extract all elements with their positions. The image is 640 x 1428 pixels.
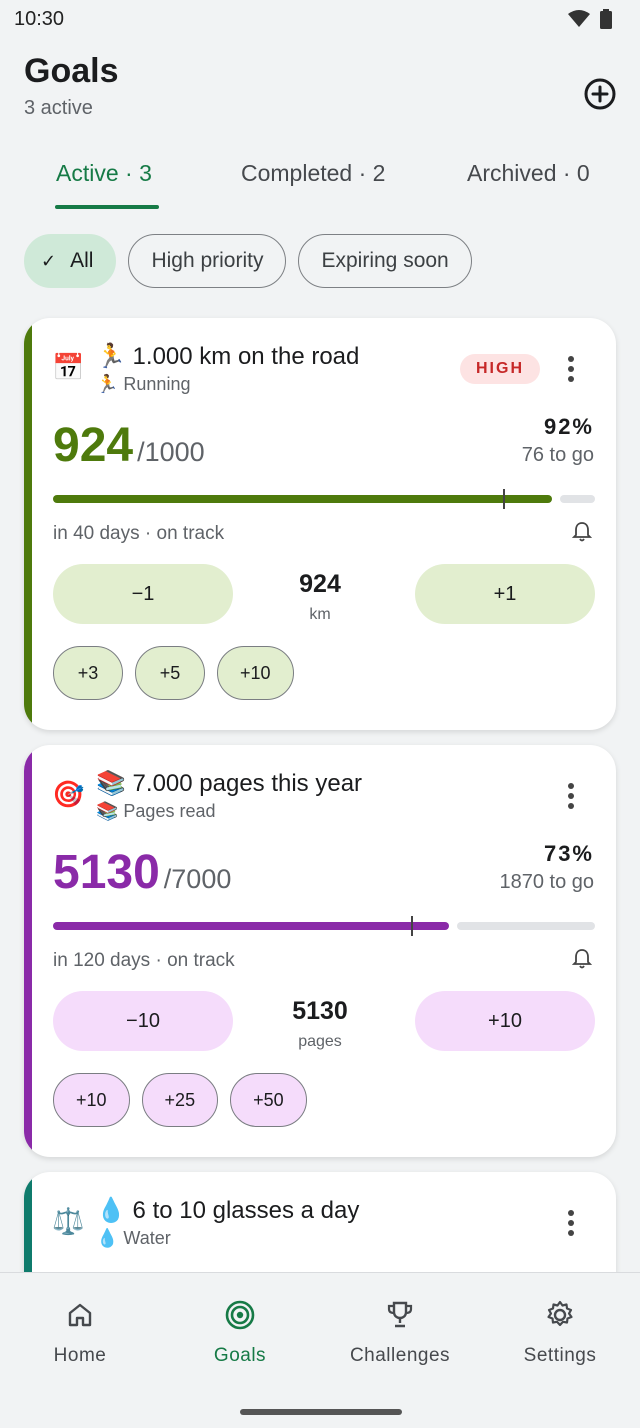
quick-add-row: +3 +5 +10 bbox=[53, 646, 294, 700]
progress-fill bbox=[53, 495, 552, 503]
bell-icon bbox=[571, 522, 593, 542]
goal-category: 🏃 Running bbox=[96, 374, 191, 394]
progress-percent: 92% bbox=[543, 414, 594, 439]
more-options-button[interactable] bbox=[556, 352, 586, 386]
trophy-icon bbox=[320, 1297, 480, 1333]
target-value: /1000 bbox=[137, 437, 205, 467]
more-options-button[interactable] bbox=[556, 1206, 586, 1240]
quick-add-button[interactable]: +5 bbox=[135, 646, 205, 700]
counter-value: 5130 bbox=[292, 997, 348, 1025]
goal-current-value: 5130/7000 bbox=[53, 845, 231, 900]
due-status: in 120 days · on track bbox=[53, 950, 235, 971]
bell-icon bbox=[571, 949, 593, 969]
status-time: 10:30 bbox=[14, 7, 65, 30]
gear-icon bbox=[480, 1297, 640, 1333]
wifi-icon bbox=[568, 10, 590, 27]
tab-active[interactable]: Active · 3 bbox=[56, 160, 152, 186]
add-goal-button[interactable] bbox=[582, 76, 618, 112]
bottom-navigation: Home Goals Challenges Settings bbox=[0, 1272, 640, 1428]
more-vert-icon bbox=[568, 1210, 574, 1236]
progress-remaining bbox=[560, 495, 595, 503]
nav-item-goals[interactable]: Goals bbox=[160, 1297, 320, 1367]
goal-current-value: 924/1000 bbox=[53, 418, 205, 473]
progress-bar bbox=[53, 489, 595, 509]
goal-card[interactable]: 🎯 📚 7.000 pages this year 📚 Pages read 5… bbox=[24, 745, 616, 1157]
add-circle-icon bbox=[584, 78, 616, 110]
filter-chip-high-priority[interactable]: High priority bbox=[128, 234, 287, 288]
goal-tabs: Active · 3 Completed · 2 Archived · 0 bbox=[0, 150, 640, 210]
card-accent bbox=[24, 318, 32, 730]
reminder-button[interactable] bbox=[571, 948, 594, 972]
target-value: /7000 bbox=[163, 864, 232, 894]
progress-bar bbox=[53, 916, 595, 936]
scale-icon: ⚖️ bbox=[52, 1206, 85, 1236]
battery-icon bbox=[600, 9, 612, 29]
goal-title: 🏃 1.000 km on the road bbox=[96, 343, 360, 370]
page-header: Goals 3 active bbox=[24, 52, 624, 132]
more-vert-icon bbox=[568, 783, 574, 809]
counter-value: 924 bbox=[299, 570, 341, 598]
increment-button[interactable]: +1 bbox=[415, 564, 595, 624]
quick-add-button[interactable]: +50 bbox=[230, 1073, 307, 1127]
counter-unit: pages bbox=[298, 1033, 342, 1050]
card-accent bbox=[24, 745, 32, 1157]
more-vert-icon bbox=[568, 356, 574, 382]
quick-add-button[interactable]: +10 bbox=[217, 646, 294, 700]
card-accent bbox=[24, 1172, 32, 1312]
more-options-button[interactable] bbox=[556, 779, 586, 813]
progress-remaining bbox=[457, 922, 595, 930]
nav-label: Challenges bbox=[349, 1345, 451, 1366]
goal-category: 📚 Pages read bbox=[96, 801, 216, 821]
filter-chips: ✓ All High priority Expiring soon bbox=[24, 234, 472, 288]
filter-chip-label: Expiring soon bbox=[321, 249, 449, 272]
filter-chip-expiring-soon[interactable]: Expiring soon bbox=[298, 234, 472, 288]
progress-percent: 73% bbox=[543, 841, 594, 866]
nav-item-home[interactable]: Home bbox=[0, 1297, 160, 1367]
nav-label: Goals bbox=[213, 1345, 267, 1366]
tab-completed[interactable]: Completed · 2 bbox=[241, 160, 386, 186]
quick-add-button[interactable]: +25 bbox=[141, 1073, 219, 1127]
remaining-amount: 1870 to go bbox=[499, 871, 594, 893]
quick-add-row: +10 +25 +50 bbox=[53, 1073, 307, 1127]
counter-unit: km bbox=[309, 606, 331, 623]
quick-add-button[interactable]: +10 bbox=[53, 1073, 130, 1127]
calendar-icon: 📅 bbox=[52, 352, 85, 382]
target-icon: 🎯 bbox=[52, 779, 85, 809]
status-bar: 10:30 bbox=[0, 0, 640, 38]
tab-archived[interactable]: Archived · 0 bbox=[467, 160, 590, 186]
active-count: 3 active bbox=[24, 97, 93, 119]
filter-chip-all[interactable]: ✓ All bbox=[24, 234, 117, 288]
target-icon bbox=[160, 1297, 320, 1333]
tab-indicator bbox=[55, 205, 159, 209]
check-icon: ✓ bbox=[41, 250, 57, 271]
nav-label: Settings bbox=[523, 1345, 597, 1366]
status-icons bbox=[568, 9, 612, 29]
goal-card[interactable]: 📅 🏃 1.000 km on the road 🏃 Running HIGH … bbox=[24, 318, 616, 730]
current-value: 924 bbox=[53, 419, 134, 472]
page-title: Goals bbox=[24, 52, 119, 90]
home-icon bbox=[0, 1297, 160, 1333]
remaining-amount: 76 to go bbox=[521, 444, 594, 466]
filter-chip-label: All bbox=[70, 249, 94, 272]
nav-item-settings[interactable]: Settings bbox=[480, 1297, 640, 1367]
nav-item-challenges[interactable]: Challenges bbox=[320, 1297, 480, 1367]
goal-category: 💧 Water bbox=[96, 1228, 171, 1248]
increment-button[interactable]: +10 bbox=[415, 991, 595, 1051]
pace-marker bbox=[411, 916, 413, 936]
decrement-button[interactable]: −10 bbox=[53, 991, 233, 1051]
decrement-button[interactable]: −1 bbox=[53, 564, 233, 624]
goal-title: 💧 6 to 10 glasses a day bbox=[96, 1197, 360, 1224]
quick-add-button[interactable]: +3 bbox=[53, 646, 123, 700]
gesture-bar bbox=[240, 1409, 402, 1415]
progress-fill bbox=[53, 922, 449, 930]
due-status: in 40 days · on track bbox=[53, 523, 225, 544]
pace-marker bbox=[503, 489, 505, 509]
goal-title: 📚 7.000 pages this year bbox=[96, 770, 363, 797]
reminder-button[interactable] bbox=[571, 521, 594, 545]
priority-badge: HIGH bbox=[460, 354, 540, 384]
nav-label: Home bbox=[53, 1345, 107, 1366]
filter-chip-label: High priority bbox=[151, 249, 264, 272]
current-value: 5130 bbox=[53, 846, 160, 899]
